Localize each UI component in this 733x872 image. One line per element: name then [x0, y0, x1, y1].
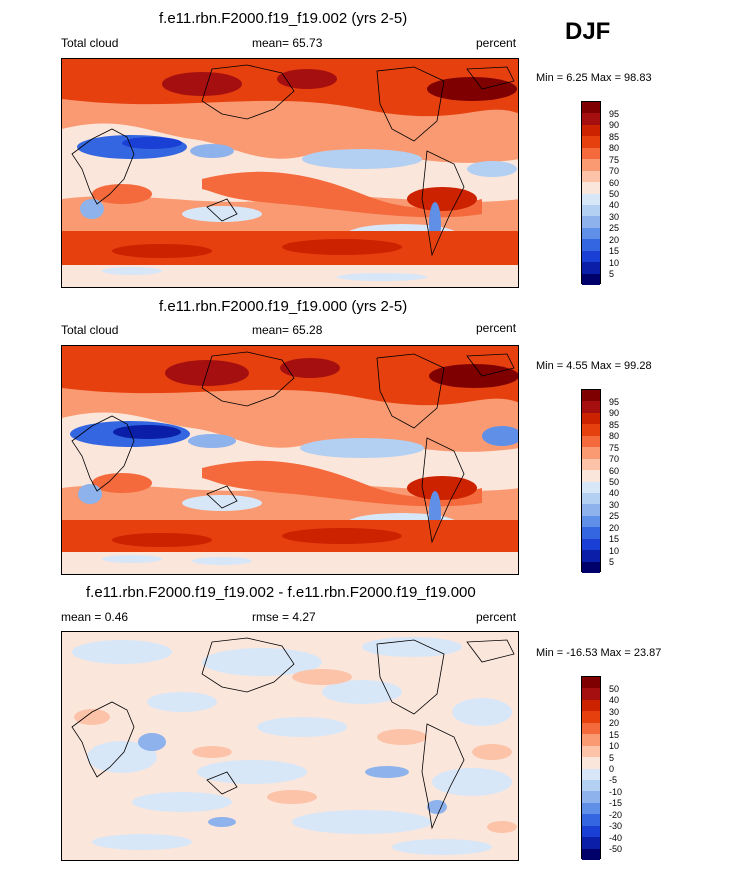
cbar-label: 50 — [609, 684, 620, 694]
cbar-label: 75 — [609, 443, 620, 453]
panel2-colorbar — [581, 389, 601, 573]
panel1-minmax: Min = 6.25 Max = 98.83 — [536, 72, 652, 84]
panel1-center-label: mean= 65.73 — [252, 36, 323, 50]
cbar-label: 5 — [609, 753, 615, 763]
cbar-label: 85 — [609, 420, 620, 430]
cbar-label: -20 — [609, 810, 623, 820]
cbar-label: 60 — [609, 178, 620, 188]
cbar-label: 15 — [609, 534, 620, 544]
panel3-colorbar — [581, 676, 601, 860]
panel3-minmax: Min = -16.53 Max = 23.87 — [536, 647, 662, 659]
cbar-label: 50 — [609, 477, 620, 487]
cbar-label: 40 — [609, 488, 620, 498]
cbar-label: -10 — [609, 787, 623, 797]
cbar-label: 70 — [609, 166, 620, 176]
cbar-label: 10 — [609, 546, 620, 556]
cbar-label: 25 — [609, 223, 620, 233]
cbar-label: 5 — [609, 269, 615, 279]
cbar-label: 50 — [609, 189, 620, 199]
cbar-label: 5 — [609, 557, 615, 567]
panel3-title: f.e11.rbn.F2000.f19_f19.002 - f.e11.rbn.… — [86, 584, 476, 601]
cbar-label: 30 — [609, 212, 620, 222]
cbar-label: 15 — [609, 246, 620, 256]
cbar-label: -40 — [609, 833, 623, 843]
cbar-label: 90 — [609, 408, 620, 418]
cbar-label: 40 — [609, 695, 620, 705]
panel2-map — [61, 345, 519, 575]
cbar-label: 95 — [609, 109, 620, 119]
cbar-label: 20 — [609, 718, 620, 728]
panel2-center-label: mean= 65.28 — [252, 323, 323, 337]
panel2-right-label: percent — [476, 321, 517, 335]
cbar-label: -5 — [609, 775, 618, 785]
cbar-label: 75 — [609, 155, 620, 165]
cbar-label: -50 — [609, 844, 623, 854]
cbar-label: 25 — [609, 511, 620, 521]
cbar-label: 15 — [609, 730, 620, 740]
cbar-label: 85 — [609, 132, 620, 142]
panel2-minmax: Min = 4.55 Max = 99.28 — [536, 360, 652, 372]
panel2-map-field — [62, 346, 518, 574]
panel3-map — [61, 631, 519, 861]
cbar-label: 80 — [609, 143, 620, 153]
cbar-label: -15 — [609, 798, 623, 808]
panel3-map-field — [62, 632, 518, 860]
cbar-label: 60 — [609, 466, 620, 476]
cbar-label: 80 — [609, 431, 620, 441]
panel1-title: f.e11.rbn.F2000.f19_f19.002 (yrs 2-5) — [159, 10, 408, 27]
panel2-left-label: Total cloud — [61, 323, 119, 337]
panel1-colorbar — [581, 101, 601, 285]
cbar-label: 10 — [609, 741, 620, 751]
cbar-label: 20 — [609, 523, 620, 533]
season-label: DJF — [565, 18, 611, 45]
panel3-right-label: percent — [476, 610, 517, 624]
cbar-label: -30 — [609, 821, 623, 831]
cbar-label: 95 — [609, 397, 620, 407]
panel3-left-label: mean = 0.46 — [61, 610, 129, 624]
cbar-label: 90 — [609, 120, 620, 130]
cbar-label: 30 — [609, 500, 620, 510]
cbar-label: 30 — [609, 707, 620, 717]
cbar-label: 20 — [609, 235, 620, 245]
cbar-label: 10 — [609, 258, 620, 268]
panel1-map — [61, 58, 519, 288]
panel3-center-label: rmse = 4.27 — [252, 610, 316, 624]
panel1-map-field — [62, 59, 518, 287]
panel2-title: f.e11.rbn.F2000.f19_f19.000 (yrs 2-5) — [159, 298, 408, 315]
cbar-label: 0 — [609, 764, 615, 774]
panel1-right-label: percent — [476, 36, 517, 50]
panel1-left-label: Total cloud — [61, 36, 119, 50]
cbar-label: 40 — [609, 200, 620, 210]
cbar-label: 70 — [609, 454, 620, 464]
